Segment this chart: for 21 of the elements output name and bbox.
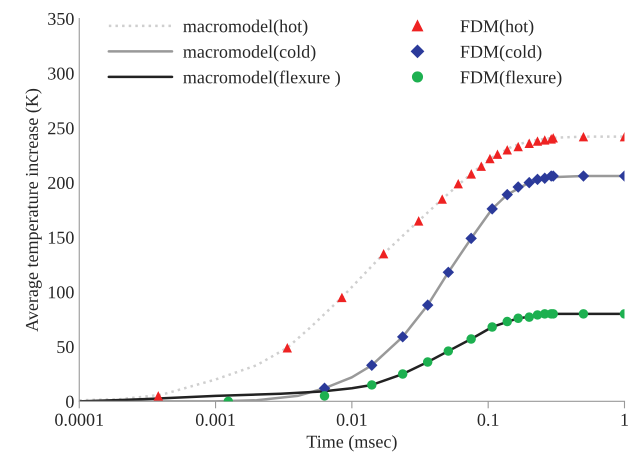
x-tick-label: 0.001 bbox=[196, 414, 235, 426]
legend-label: macromodel(cold) bbox=[183, 45, 316, 62]
y-tick-label: 100 bbox=[48, 286, 74, 298]
y-tick-label: 250 bbox=[48, 122, 74, 134]
y-tick-label: 350 bbox=[48, 12, 74, 25]
legend-label: FDM(flexure) bbox=[460, 70, 562, 88]
y-tick-label: 300 bbox=[48, 68, 74, 80]
y-tick-label: 50 bbox=[57, 340, 74, 354]
y-tick-label: 150 bbox=[48, 232, 74, 244]
legend-label: macromodel(hot) bbox=[183, 20, 308, 36]
y-axis-title: Average temperature increase (K) bbox=[25, 88, 42, 332]
legend-label: FDM(cold) bbox=[460, 45, 542, 62]
x-axis-title: Time (msec) bbox=[306, 435, 397, 452]
legend-label: macromodel(flexure ) bbox=[183, 70, 340, 88]
x-tick-label: 0.1 bbox=[478, 414, 498, 426]
y-tick-label: 0 bbox=[66, 396, 74, 408]
y-tick-label: 200 bbox=[48, 176, 74, 190]
x-tick-label: 0.0001 bbox=[55, 414, 103, 426]
x-tick-label: 0.01 bbox=[336, 414, 367, 426]
x-tick-label: 1 bbox=[622, 414, 628, 426]
legend-label: FDM(hot) bbox=[460, 20, 534, 36]
